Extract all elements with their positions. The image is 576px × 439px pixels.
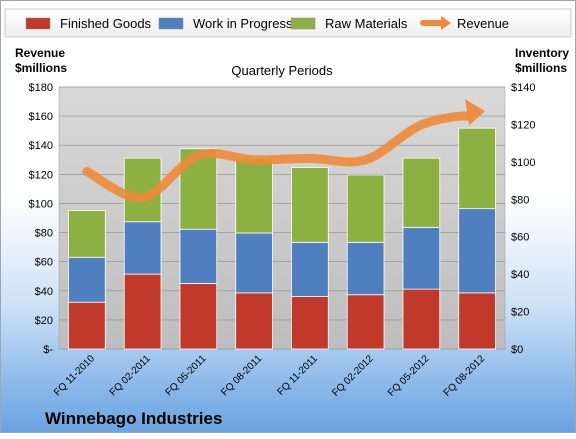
bar-finished-goods — [179, 283, 218, 350]
category-label: FQ 02-2012 — [330, 353, 376, 399]
bar-raw-materials — [346, 174, 385, 243]
bar-finished-goods — [458, 292, 496, 350]
category-label: FQ 11-2011 — [276, 353, 321, 398]
right-tick-label: $140 — [511, 82, 535, 94]
left-axis-title-line1: Revenue — [15, 46, 65, 60]
right-tick-label: $0 — [511, 344, 523, 356]
right-tick-label: $80 — [511, 194, 529, 206]
left-tick-label: $20 — [35, 315, 53, 327]
left-tick-label: $140 — [29, 140, 53, 152]
bar-work-in-progress — [291, 241, 329, 297]
legend-label-revenue: Revenue — [457, 16, 509, 31]
category-label: FQ 05-2011 — [164, 353, 209, 398]
legend-swatch-work-in-progress — [158, 17, 184, 30]
right-tick-label: $60 — [511, 232, 529, 244]
right-tick-label: $120 — [511, 119, 535, 131]
bar-raw-materials — [291, 167, 329, 243]
left-tick-label: $60 — [35, 257, 53, 269]
category-label: FQ 05-2012 — [386, 353, 432, 399]
category-label: FQ 11-2010 — [52, 353, 97, 398]
bar-finished-goods — [123, 273, 162, 350]
legend-arrow-revenue — [441, 16, 451, 30]
legend-swatch-finished-goods — [25, 17, 51, 30]
left-tick-label: $80 — [35, 228, 53, 240]
category-label: FQ 08-2012 — [442, 353, 488, 399]
bar-finished-goods — [68, 301, 106, 350]
left-tick-label: $160 — [29, 111, 53, 123]
bar-work-in-progress — [402, 226, 441, 290]
legend-box — [4, 8, 572, 38]
bar-raw-materials — [235, 157, 273, 234]
bar-work-in-progress — [346, 241, 385, 296]
company-name: Winnebago Industries — [45, 409, 222, 428]
bar-finished-goods — [402, 288, 441, 350]
bar-finished-goods — [291, 296, 329, 350]
bar-work-in-progress — [235, 232, 273, 294]
left-tick-label: $40 — [35, 286, 53, 298]
right-axis-ticks: $0 $20 $40 $60 $80 $100 $120 $140 — [511, 82, 535, 356]
chart-title: Quarterly Periods — [231, 63, 333, 78]
category-label: FQ 02-2011 — [108, 353, 153, 398]
category-labels: FQ 11-2010 FQ 02-2011 FQ 05-2011 FQ 08-2011… — [52, 353, 488, 399]
bar-finished-goods — [346, 294, 385, 350]
left-tick-label: $- — [43, 344, 53, 356]
legend: Finished Goods Work in Progress Raw Materi… — [25, 16, 509, 31]
left-axis-title-line2: $millions — [15, 61, 67, 75]
left-axis-ticks: $- $20 $40 $60 $80 $100 $120 $140 $160 $180 — [29, 82, 54, 356]
bar-work-in-progress — [68, 256, 106, 303]
category-label: FQ 08-2011 — [219, 353, 264, 398]
left-tick-label: $120 — [29, 169, 53, 181]
bar-finished-goods — [235, 292, 273, 350]
legend-label-finished-goods: Finished Goods — [60, 16, 152, 31]
bar-work-in-progress — [179, 228, 218, 284]
bar-work-in-progress — [458, 208, 496, 294]
legend-label-work-in-progress: Work in Progress — [193, 16, 293, 31]
bar-work-in-progress — [123, 221, 162, 275]
revenue-arrow-head — [465, 99, 486, 126]
bar-raw-materials — [68, 210, 106, 258]
right-axis-title-line1: Inventory — [515, 46, 569, 60]
right-axis-title-line2: $millions — [515, 61, 567, 75]
right-tick-label: $100 — [511, 157, 535, 169]
right-tick-label: $20 — [511, 307, 529, 319]
legend-label-raw-materials: Raw Materials — [325, 16, 408, 31]
left-tick-label: $100 — [29, 198, 53, 210]
left-tick-label: $180 — [29, 82, 53, 94]
legend-swatch-raw-materials — [290, 17, 316, 30]
revenue-line — [82, 111, 472, 203]
right-tick-label: $40 — [511, 269, 529, 281]
bar-raw-materials — [402, 157, 441, 228]
bar-raw-materials — [458, 127, 496, 210]
bars — [68, 127, 496, 350]
